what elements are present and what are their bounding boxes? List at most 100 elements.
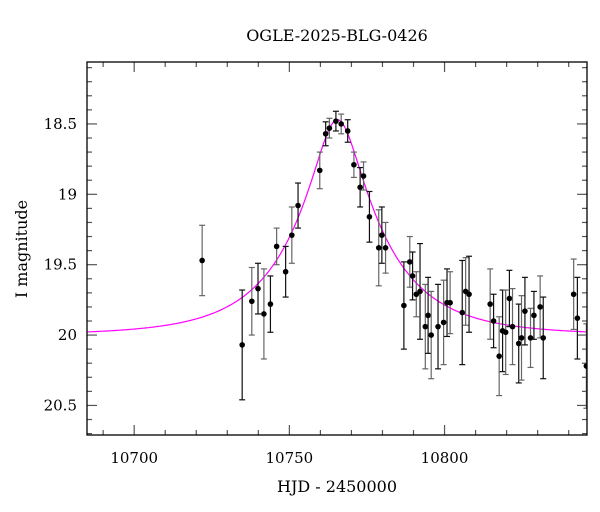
data-point-group xyxy=(409,251,416,301)
data-point xyxy=(289,232,295,238)
data-point xyxy=(322,130,329,137)
data-point xyxy=(295,202,301,209)
data-point-group xyxy=(447,271,454,335)
data-point xyxy=(502,329,509,336)
data-point-group xyxy=(487,268,494,340)
data-point xyxy=(435,323,441,330)
data-point xyxy=(522,308,528,314)
data-point xyxy=(267,301,274,307)
data-point xyxy=(344,128,351,134)
data-point xyxy=(199,257,205,264)
y-tick-label: 20.5 xyxy=(44,396,77,414)
data-point-group xyxy=(425,276,432,354)
data-point-group xyxy=(239,289,246,401)
x-axis-title: HJD - 2450000 xyxy=(277,477,397,496)
y-axis-title: I magnitude xyxy=(12,200,31,298)
data-point xyxy=(360,173,367,179)
tick-labels: 10700 10750 10800 18.5 19 19.5 20 20.5 xyxy=(44,115,469,467)
data-point xyxy=(425,312,431,319)
data-point-group xyxy=(574,276,581,360)
data-point xyxy=(409,273,416,279)
data-point xyxy=(406,259,413,265)
data-point xyxy=(466,291,472,298)
data-point-group xyxy=(316,151,323,190)
data-point-group xyxy=(417,242,424,340)
data-point xyxy=(255,285,261,292)
data-point-group xyxy=(530,290,537,340)
x-tick-label: 10750 xyxy=(265,449,313,467)
y-tick-label: 19 xyxy=(58,185,77,203)
data-point xyxy=(440,319,447,326)
data-point xyxy=(490,318,497,324)
data-point-group xyxy=(422,283,429,370)
data-point-group xyxy=(344,119,351,143)
data-point-group xyxy=(332,110,339,132)
data-point-group xyxy=(506,269,513,328)
data-point-group xyxy=(509,288,516,366)
data-point-group xyxy=(400,261,407,350)
data-point xyxy=(574,315,581,321)
data-point-group xyxy=(382,221,389,274)
axis-ticks xyxy=(87,62,587,435)
data-point xyxy=(351,161,357,168)
data-point-group xyxy=(435,283,442,370)
y-tick-label: 18.5 xyxy=(44,115,77,133)
data-point xyxy=(537,304,543,310)
data-point-group xyxy=(288,206,295,264)
data-point xyxy=(401,302,407,309)
data-point xyxy=(459,309,466,316)
data-point xyxy=(316,167,323,174)
data-point-group xyxy=(540,296,547,380)
data-point xyxy=(338,121,344,127)
chart-title: OGLE-2025-BLG-0426 xyxy=(246,26,428,45)
data-point xyxy=(273,243,280,250)
data-point xyxy=(509,323,516,330)
data-point xyxy=(282,268,289,275)
data-point xyxy=(570,291,577,298)
data-point-group xyxy=(378,206,385,264)
data-point-group xyxy=(295,182,302,229)
data-point xyxy=(366,214,373,220)
data-point xyxy=(583,363,587,369)
data-point-group xyxy=(466,255,473,333)
data-point xyxy=(531,312,537,319)
data-point xyxy=(447,299,453,306)
data-point xyxy=(379,232,385,238)
data-point-group xyxy=(255,262,262,315)
data-point-group xyxy=(360,161,367,191)
data-point-group xyxy=(570,258,577,331)
data-point-group xyxy=(413,271,420,318)
data-point-group xyxy=(282,245,289,298)
data-point-group xyxy=(273,227,280,266)
data-point-group xyxy=(357,166,364,208)
data-point-group xyxy=(490,293,497,349)
data-point xyxy=(382,244,389,251)
data-point-group xyxy=(366,190,373,243)
data-point-group xyxy=(338,113,345,135)
data-point xyxy=(422,323,429,330)
data-point xyxy=(540,335,547,341)
x-tick-label: 10800 xyxy=(421,449,469,467)
data-point xyxy=(326,125,333,131)
data-point-group xyxy=(248,266,255,336)
data-point-group xyxy=(322,121,329,147)
data-point xyxy=(496,353,502,359)
data-point xyxy=(487,301,493,307)
data-point-group xyxy=(518,295,525,381)
data-point-group xyxy=(260,268,267,360)
data-point-group xyxy=(199,224,206,297)
y-tick-label: 19.5 xyxy=(44,256,77,274)
data-point xyxy=(428,332,434,338)
data-point-group xyxy=(502,289,509,376)
plot-frame xyxy=(86,61,588,436)
data-point xyxy=(417,288,423,295)
y-tick-label: 20 xyxy=(58,326,77,344)
data-point-group xyxy=(515,303,522,384)
data-point-group xyxy=(375,209,382,287)
data-point xyxy=(506,295,513,302)
data-point xyxy=(375,244,382,251)
data-point-group xyxy=(428,290,435,380)
data-point-group xyxy=(459,259,466,366)
data-point-group xyxy=(440,279,447,366)
